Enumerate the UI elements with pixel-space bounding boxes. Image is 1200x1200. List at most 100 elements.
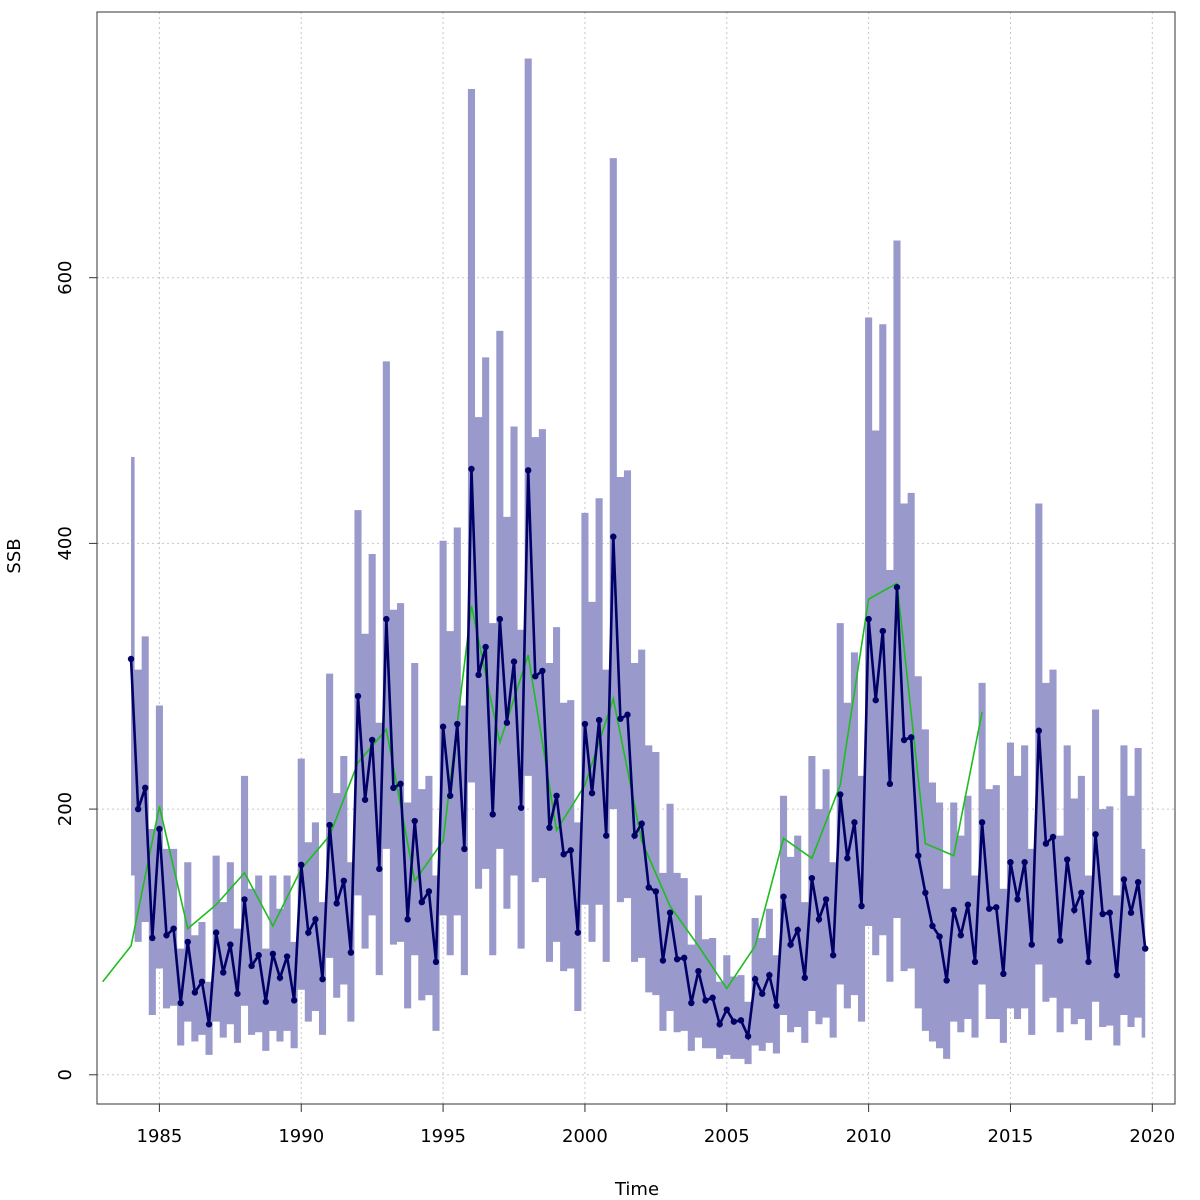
- estimate-point: [489, 811, 496, 818]
- estimate-point: [666, 909, 674, 916]
- band-area: [131, 58, 1146, 1065]
- estimate-point: [361, 796, 369, 803]
- estimate-point: [1099, 910, 1106, 918]
- estimate-point: [1064, 856, 1071, 863]
- estimate-point: [298, 861, 305, 869]
- estimate-point: [808, 874, 816, 882]
- estimate-point: [766, 971, 773, 979]
- estimate-point: [787, 941, 794, 948]
- estimate-point: [1085, 958, 1092, 966]
- estimate-point: [872, 696, 879, 704]
- estimate-point: [588, 789, 596, 797]
- estimate-point: [610, 533, 617, 540]
- x-axis-label: Time: [614, 1179, 659, 1200]
- estimate-line: [129, 468, 1147, 1042]
- estimate-point: [865, 615, 872, 623]
- estimate-point: [142, 784, 149, 792]
- estimate-point: [1049, 833, 1057, 841]
- estimate-point: [163, 932, 170, 939]
- estimate-point: [723, 1006, 730, 1013]
- estimate-point: [461, 845, 468, 853]
- estimate-point: [333, 900, 340, 907]
- estimate-point: [936, 933, 943, 940]
- estimate-point: [837, 791, 844, 798]
- estimate-point: [1028, 941, 1035, 948]
- estimate-point: [978, 819, 986, 826]
- estimate-point: [156, 825, 163, 833]
- estimate-point: [418, 898, 426, 906]
- estimate-point: [326, 821, 333, 829]
- estimate-point: [1056, 937, 1064, 944]
- estimate-point: [262, 998, 269, 1005]
- estimate-point: [1000, 970, 1007, 978]
- estimate-point: [822, 896, 830, 903]
- estimate-point: [844, 855, 851, 862]
- estimate-point: [751, 975, 759, 983]
- estimate-point: [1014, 896, 1021, 903]
- estimate-point: [681, 954, 688, 962]
- estimate-point: [127, 655, 135, 663]
- estimate-point: [198, 978, 206, 985]
- estimate-point: [503, 719, 511, 726]
- estimate-point: [276, 974, 284, 981]
- estimate-point: [603, 832, 610, 839]
- x-tick-label: 2020: [1129, 1126, 1175, 1147]
- estimate-point: [780, 893, 787, 900]
- estimate-point: [241, 896, 248, 903]
- estimate-point: [525, 467, 532, 474]
- estimate-point: [815, 916, 823, 923]
- estimate-point: [383, 615, 390, 623]
- estimate-point: [922, 889, 929, 896]
- estimate-point: [546, 824, 553, 831]
- estimate-point: [149, 934, 156, 942]
- estimate-point: [1120, 876, 1128, 883]
- y-axis-label: SSB: [4, 538, 25, 573]
- estimate-point: [1078, 889, 1085, 896]
- estimate-point: [964, 901, 972, 908]
- plot-frame: [96, 11, 1176, 1105]
- x-tick-label: 2005: [704, 1126, 750, 1147]
- estimate-point: [1035, 727, 1043, 734]
- estimate-point: [1021, 859, 1028, 866]
- y-tick-label: 0: [55, 1069, 76, 1080]
- estimate-point: [170, 925, 177, 932]
- estimate-point: [560, 851, 567, 858]
- estimate-point: [368, 736, 376, 744]
- estimate-point: [517, 804, 525, 811]
- reference-series: [102, 581, 983, 990]
- estimate-point: [1042, 840, 1050, 847]
- confidence-band: [131, 58, 1146, 1065]
- estimate-point: [950, 906, 957, 914]
- estimate-point: [425, 888, 433, 895]
- estimate-point: [340, 877, 348, 885]
- estimate-point: [446, 792, 454, 799]
- estimate-point: [1142, 945, 1149, 952]
- estimate-point: [439, 723, 447, 730]
- estimate-point: [759, 990, 766, 997]
- estimate-point: [1092, 831, 1099, 838]
- estimate-point: [652, 888, 660, 895]
- x-tick-label: 2015: [988, 1126, 1034, 1147]
- x-tick-label: 1990: [278, 1126, 324, 1147]
- estimate-point: [985, 905, 993, 912]
- estimate-point: [595, 716, 603, 724]
- estimate-point: [581, 720, 589, 728]
- estimate-point: [496, 615, 504, 623]
- estimate-point: [993, 904, 1000, 911]
- estimate-point: [886, 780, 894, 788]
- estimate-point: [879, 627, 887, 635]
- estimate-point: [567, 847, 574, 854]
- estimate-point: [347, 949, 355, 956]
- estimate-point: [900, 736, 908, 744]
- estimate-point: [801, 974, 808, 981]
- estimate-point: [432, 958, 440, 966]
- x-tick-label: 2000: [562, 1126, 608, 1147]
- estimate-point: [475, 671, 482, 679]
- estimate-point: [290, 997, 298, 1004]
- estimate-point: [893, 584, 901, 591]
- estimate-point: [943, 977, 950, 984]
- y-tick-label: 200: [55, 792, 76, 826]
- estimate-point: [205, 1021, 213, 1028]
- estimate-point: [510, 658, 518, 665]
